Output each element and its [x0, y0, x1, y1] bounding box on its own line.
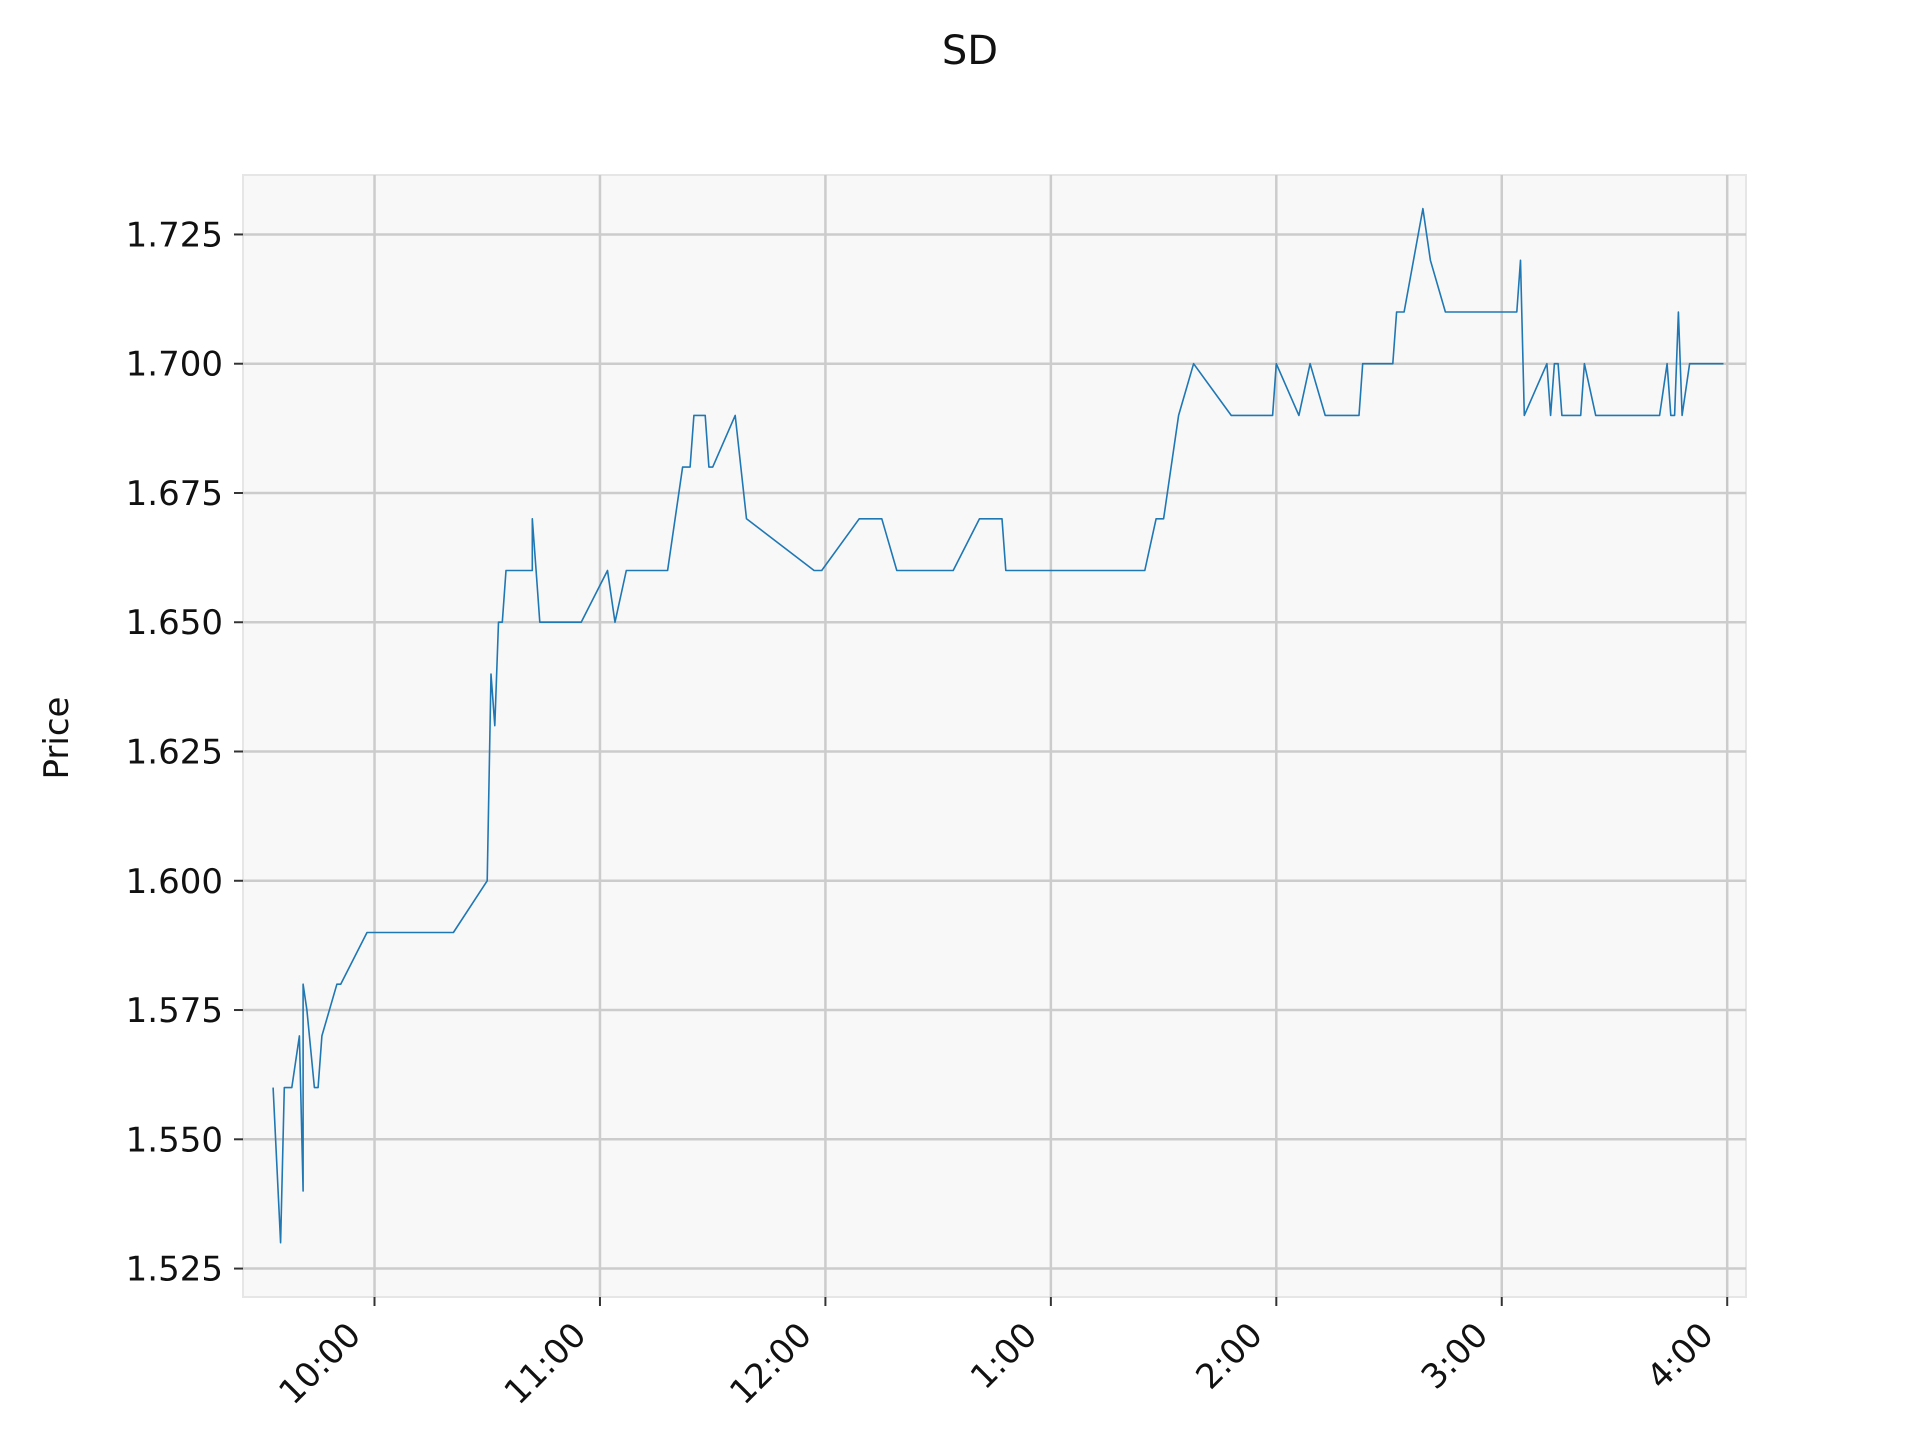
- plot-area: [242, 174, 1747, 1298]
- y-tick-label: 1.625: [126, 733, 223, 773]
- y-tick-label: 1.675: [126, 474, 223, 514]
- y-tick-label: 1.700: [126, 345, 223, 385]
- y-tick-label: 1.600: [126, 862, 223, 902]
- x-tick-label: 3:00: [1414, 1315, 1496, 1397]
- y-tick-label: 1.550: [126, 1120, 223, 1160]
- y-axis-label: Price: [37, 697, 77, 780]
- y-tick-label: 1.725: [126, 215, 223, 255]
- x-tick-label: 11:00: [497, 1315, 595, 1413]
- axis-ticks: 1.525 1.550 1.575 1.600 1.625 1.650 1.675 1.700…: [126, 215, 1729, 1413]
- x-tick-label: 12:00: [722, 1315, 820, 1413]
- series-line: [272, 207, 1724, 1244]
- grid-lines: [243, 175, 1746, 1297]
- x-tick-label: 10:00: [271, 1315, 369, 1413]
- x-tick-label: 4:00: [1639, 1315, 1721, 1397]
- x-tick-label: 2:00: [1188, 1315, 1270, 1397]
- price-series: [272, 207, 1724, 1244]
- chart-title: SD: [942, 28, 998, 74]
- x-tick-label: 1:00: [963, 1315, 1045, 1397]
- y-tick-label: 1.525: [126, 1250, 223, 1290]
- y-tick-label: 1.650: [126, 603, 223, 643]
- y-tick-label: 1.575: [126, 991, 223, 1031]
